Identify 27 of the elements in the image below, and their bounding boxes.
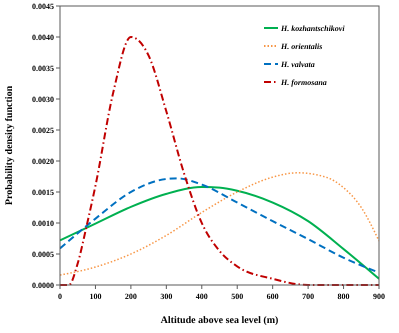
legend-label: H. kozhantschikovi: [280, 24, 346, 33]
legend-label: H. valvata: [280, 60, 315, 69]
line-series: [59, 36, 380, 286]
x-tick-label: 800: [338, 292, 350, 301]
y-tick-label: 0.0005: [32, 250, 54, 259]
x-tick-label: 700: [302, 292, 314, 301]
y-axis-title: Probability density function: [4, 85, 15, 206]
y-tick-label: 0.0010: [32, 218, 54, 228]
x-tick-label: 600: [266, 292, 279, 301]
y-tick-label: 0.0025: [32, 126, 54, 135]
x-tick-label: 900: [373, 292, 385, 301]
x-tick-label: 100: [89, 292, 102, 301]
y-tick-label: 0.0020: [32, 156, 54, 166]
x-tick-label: 400: [196, 292, 208, 301]
x-tick-label: 0: [58, 292, 62, 301]
x-axis-title: Altitude above sea level (m): [160, 315, 278, 326]
y-tick-label: 0.0045: [32, 2, 54, 11]
legend-label: H. formosana: [280, 78, 327, 87]
legend-label: H. orientalis: [280, 42, 322, 51]
y-tick-label: 0.0015: [32, 188, 54, 197]
x-tick-label: 500: [231, 292, 244, 301]
x-tick-label: 300: [160, 292, 172, 301]
y-tick-label: 0.0000: [32, 280, 54, 290]
y-tick-label: 0.0035: [32, 64, 54, 73]
x-tick-label: 200: [124, 292, 137, 301]
y-tick-label: 0.0030: [32, 94, 54, 104]
y-tick-label: 0.0040: [32, 32, 54, 42]
